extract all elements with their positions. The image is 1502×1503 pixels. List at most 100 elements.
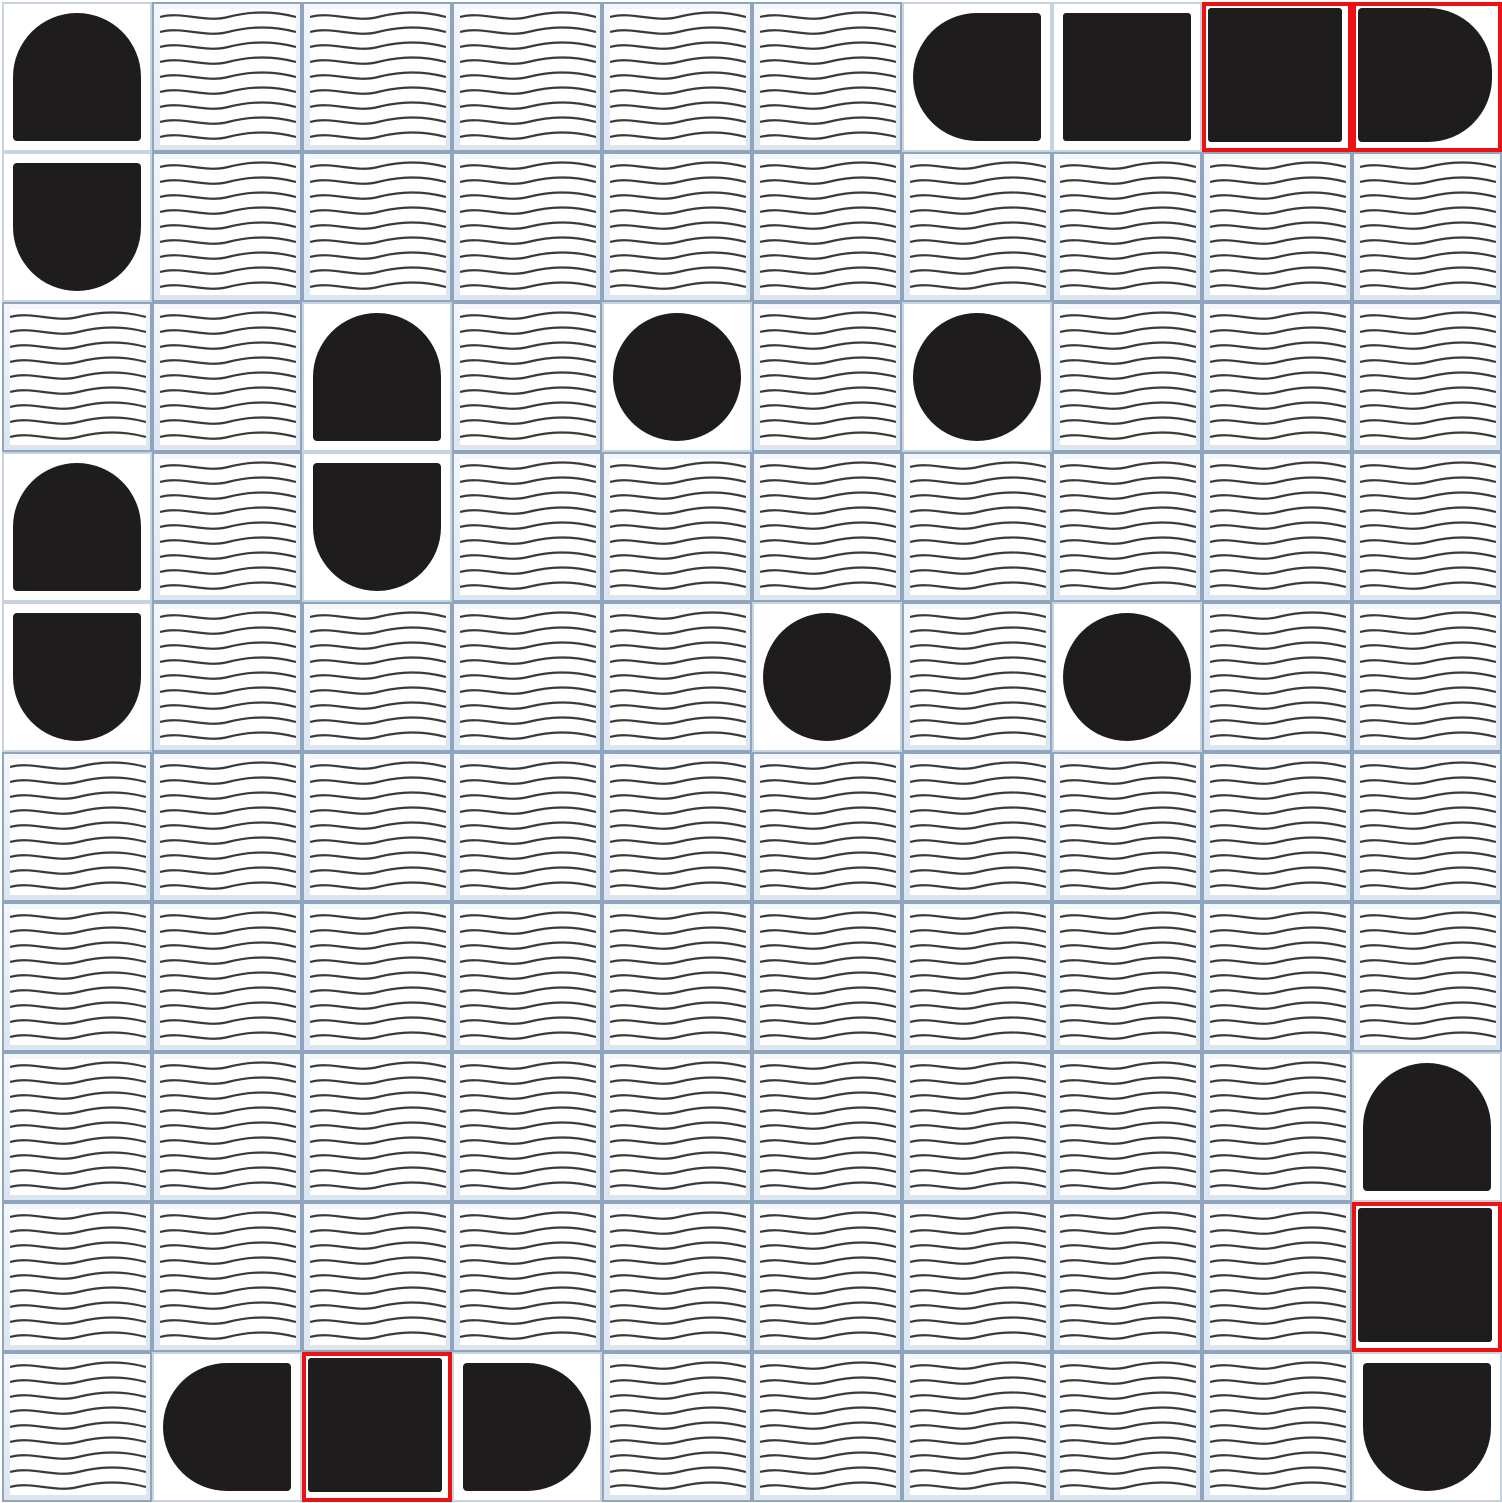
- water-cell[interactable]: [2, 1052, 152, 1202]
- water-cell[interactable]: [1352, 902, 1502, 1052]
- water-cell[interactable]: [1352, 452, 1502, 602]
- water-cell[interactable]: [1202, 152, 1352, 302]
- water-cell[interactable]: [1352, 152, 1502, 302]
- water-cell[interactable]: [452, 452, 602, 602]
- water-cell[interactable]: [1202, 452, 1352, 602]
- water-cell[interactable]: [2, 1202, 152, 1352]
- water-cell[interactable]: [452, 1202, 602, 1352]
- ship-cell[interactable]: [2, 2, 152, 152]
- water-cell[interactable]: [2, 902, 152, 1052]
- water-cell[interactable]: [602, 902, 752, 1052]
- water-cell[interactable]: [752, 1052, 902, 1202]
- ship-cell[interactable]: [2, 602, 152, 752]
- water-cell[interactable]: [302, 1202, 452, 1352]
- water-cell[interactable]: [1352, 752, 1502, 902]
- water-cell[interactable]: [902, 902, 1052, 1052]
- ship-cell[interactable]: [902, 302, 1052, 452]
- water-cell[interactable]: [752, 752, 902, 902]
- water-cell[interactable]: [602, 2, 752, 152]
- water-cell[interactable]: [1202, 1202, 1352, 1352]
- water-cell[interactable]: [752, 2, 902, 152]
- water-cell[interactable]: [602, 752, 752, 902]
- water-cell[interactable]: [1052, 152, 1202, 302]
- ship-cell[interactable]: [1352, 1052, 1502, 1202]
- water-cell[interactable]: [152, 902, 302, 1052]
- water-cell[interactable]: [452, 1052, 602, 1202]
- water-cell[interactable]: [752, 1352, 902, 1502]
- water-cell[interactable]: [752, 452, 902, 602]
- water-cell[interactable]: [602, 1352, 752, 1502]
- ship-cell-selected[interactable]: [1352, 2, 1502, 152]
- ship-cell-selected[interactable]: [1202, 2, 1352, 152]
- water-cell[interactable]: [1052, 1202, 1202, 1352]
- ship-cell[interactable]: [2, 452, 152, 602]
- water-cell[interactable]: [902, 452, 1052, 602]
- water-cell[interactable]: [602, 152, 752, 302]
- water-cell[interactable]: [1202, 302, 1352, 452]
- ship-cell[interactable]: [302, 452, 452, 602]
- ship-cell[interactable]: [152, 1352, 302, 1502]
- water-cell[interactable]: [1052, 1352, 1202, 1502]
- water-cell[interactable]: [1202, 1052, 1352, 1202]
- ship-cell[interactable]: [602, 302, 752, 452]
- water-cell[interactable]: [452, 602, 602, 752]
- ship-cell[interactable]: [2, 152, 152, 302]
- water-cell[interactable]: [902, 752, 1052, 902]
- water-cell[interactable]: [602, 1052, 752, 1202]
- water-cell[interactable]: [1052, 752, 1202, 902]
- water-cell[interactable]: [602, 602, 752, 752]
- water-cell[interactable]: [452, 302, 602, 452]
- ship-cell[interactable]: [452, 1352, 602, 1502]
- water-cell[interactable]: [752, 1202, 902, 1352]
- ship-cell-selected[interactable]: [1352, 1202, 1502, 1352]
- water-cell[interactable]: [1052, 902, 1202, 1052]
- water-cell[interactable]: [2, 302, 152, 452]
- water-cell[interactable]: [152, 452, 302, 602]
- water-cell[interactable]: [752, 902, 902, 1052]
- water-cell[interactable]: [152, 1202, 302, 1352]
- water-cell[interactable]: [452, 902, 602, 1052]
- water-cell[interactable]: [1202, 1352, 1352, 1502]
- water-cell[interactable]: [452, 2, 602, 152]
- water-cell[interactable]: [1202, 902, 1352, 1052]
- ship-cell[interactable]: [302, 302, 452, 452]
- water-cell[interactable]: [152, 152, 302, 302]
- water-cell[interactable]: [602, 1202, 752, 1352]
- water-cell[interactable]: [302, 902, 452, 1052]
- water-cell[interactable]: [902, 152, 1052, 302]
- water-cell[interactable]: [1052, 302, 1202, 452]
- water-cell[interactable]: [752, 152, 902, 302]
- ship-cell[interactable]: [1052, 2, 1202, 152]
- ship-cell-selected[interactable]: [302, 1352, 452, 1502]
- water-cell[interactable]: [902, 1352, 1052, 1502]
- water-cell[interactable]: [452, 752, 602, 902]
- ship-cell[interactable]: [1352, 1352, 1502, 1502]
- water-cell[interactable]: [752, 302, 902, 452]
- water-cell[interactable]: [1202, 602, 1352, 752]
- ship-cell[interactable]: [1052, 602, 1202, 752]
- water-cell[interactable]: [302, 2, 452, 152]
- water-cell[interactable]: [152, 752, 302, 902]
- water-cell[interactable]: [1202, 752, 1352, 902]
- water-cell[interactable]: [302, 1052, 452, 1202]
- water-cell[interactable]: [2, 1352, 152, 1502]
- water-cell[interactable]: [902, 602, 1052, 752]
- water-cell[interactable]: [1352, 302, 1502, 452]
- water-cell[interactable]: [152, 2, 302, 152]
- water-cell[interactable]: [602, 452, 752, 602]
- water-cell[interactable]: [152, 602, 302, 752]
- water-cell[interactable]: [302, 602, 452, 752]
- ship-cell[interactable]: [752, 602, 902, 752]
- water-cell[interactable]: [152, 1052, 302, 1202]
- water-cell[interactable]: [1052, 452, 1202, 602]
- water-cell[interactable]: [2, 752, 152, 902]
- water-cell[interactable]: [1052, 1052, 1202, 1202]
- water-cell[interactable]: [1352, 602, 1502, 752]
- water-cell[interactable]: [302, 152, 452, 302]
- water-cell[interactable]: [452, 152, 602, 302]
- water-cell[interactable]: [902, 1202, 1052, 1352]
- water-cell[interactable]: [302, 752, 452, 902]
- ship-cell[interactable]: [902, 2, 1052, 152]
- water-cell[interactable]: [902, 1052, 1052, 1202]
- water-cell[interactable]: [152, 302, 302, 452]
